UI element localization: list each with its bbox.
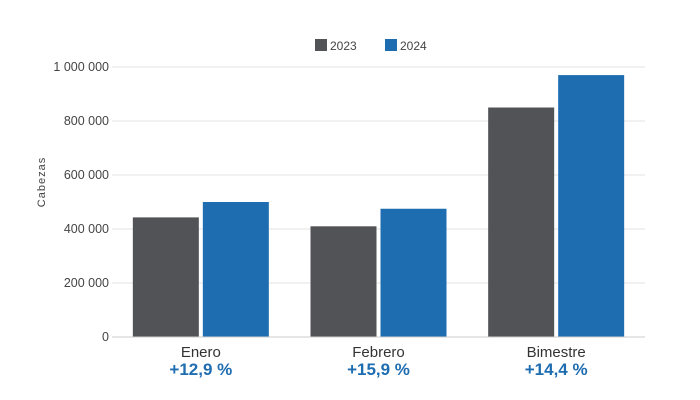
y-tick-label: 400 000 <box>64 222 109 236</box>
y-tick-label: 1 000 000 <box>53 60 109 74</box>
change-label: +15,9 % <box>347 360 410 379</box>
change-label: +14,4 % <box>525 360 588 379</box>
legend: 2023 2024 <box>315 39 427 53</box>
legend-label-2024: 2024 <box>400 39 427 53</box>
bar-2023-bimestre <box>488 107 555 337</box>
gridlines <box>112 66 645 284</box>
category-label: Enero <box>181 344 221 361</box>
category-labels: Enero+12,9 % Febrero+15,9 % Bimestre+14,4 … <box>169 344 587 379</box>
bar-2023-febrero <box>310 226 377 337</box>
legend-label-2023: 2023 <box>330 39 357 53</box>
bar-2024-enero <box>202 202 269 337</box>
bar-2024-febrero <box>380 208 447 337</box>
y-tick-label: 0 <box>102 330 109 344</box>
legend-swatch-2024 <box>385 39 397 51</box>
bar-2023-enero <box>132 217 199 337</box>
legend-swatch-2023 <box>315 39 327 51</box>
category-label: Bimestre <box>527 344 586 361</box>
y-tick-label: 600 000 <box>64 168 109 182</box>
y-axis-label: Cabezas <box>36 157 48 207</box>
y-tick-label: 800 000 <box>64 114 109 128</box>
y-axis-ticks: 0 200 000 400 000 600 000 800 000 1 000 000 <box>53 60 109 344</box>
category-label: Febrero <box>352 344 405 361</box>
bar-2024-bimestre <box>558 75 625 337</box>
change-label: +12,9 % <box>169 360 232 379</box>
y-tick-label: 200 000 <box>64 276 109 290</box>
bars <box>132 75 625 337</box>
